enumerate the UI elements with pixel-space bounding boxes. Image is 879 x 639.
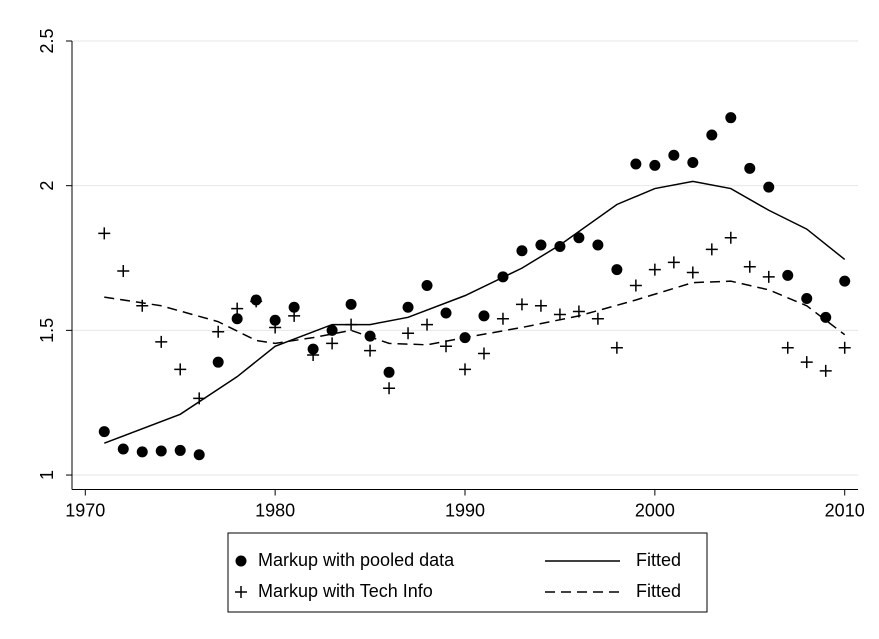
point xyxy=(496,312,509,325)
point xyxy=(155,445,167,457)
point xyxy=(440,307,452,319)
y-tick-label: 2.5 xyxy=(37,28,57,53)
point xyxy=(535,239,547,251)
point xyxy=(610,341,623,354)
y-tick-label: 1 xyxy=(37,470,57,480)
x-tick-label: 2000 xyxy=(635,500,675,520)
x-tick-label: 1990 xyxy=(445,500,485,520)
point xyxy=(98,426,110,438)
point xyxy=(174,444,186,456)
point xyxy=(668,149,680,161)
legend-symbol xyxy=(235,555,247,567)
point xyxy=(440,340,453,353)
point xyxy=(383,382,396,395)
legend-label: Markup with Tech Info xyxy=(258,581,433,601)
point xyxy=(515,298,528,311)
point xyxy=(591,312,604,325)
x-tick-label: 1980 xyxy=(255,500,295,520)
y-tick-label: 2 xyxy=(37,181,57,191)
x-tick-label: 2010 xyxy=(825,500,865,520)
point xyxy=(686,266,699,279)
point xyxy=(592,239,604,251)
legend-box xyxy=(227,532,708,613)
point xyxy=(820,311,832,323)
point xyxy=(288,309,301,322)
point xyxy=(155,335,168,348)
point xyxy=(819,364,832,377)
point xyxy=(687,157,699,169)
legend-label: Fitted xyxy=(636,581,681,601)
point xyxy=(402,327,415,340)
point xyxy=(231,302,244,315)
point xyxy=(364,344,377,357)
point xyxy=(326,337,339,350)
point xyxy=(801,293,813,305)
point xyxy=(193,392,206,405)
point xyxy=(611,264,623,276)
point xyxy=(744,162,756,174)
point xyxy=(345,318,358,331)
point xyxy=(630,158,642,170)
point xyxy=(459,363,471,376)
point xyxy=(193,449,205,461)
point xyxy=(136,299,149,312)
point xyxy=(838,341,851,354)
point xyxy=(212,356,224,368)
point xyxy=(231,313,243,325)
point xyxy=(269,314,281,326)
point xyxy=(288,301,300,313)
point xyxy=(705,243,718,256)
point xyxy=(269,321,282,334)
fit-line xyxy=(104,180,846,444)
point xyxy=(762,270,775,283)
point xyxy=(743,260,756,273)
point xyxy=(421,318,434,331)
point xyxy=(667,256,680,269)
point xyxy=(402,301,414,313)
point xyxy=(307,348,320,361)
point xyxy=(516,245,528,257)
point xyxy=(781,341,794,354)
point xyxy=(174,363,187,376)
x-tick-label: 1970 xyxy=(65,500,105,520)
point xyxy=(477,347,490,360)
point xyxy=(725,112,737,124)
point xyxy=(649,159,661,171)
point xyxy=(383,366,395,378)
point xyxy=(573,232,585,244)
point xyxy=(724,231,737,244)
point xyxy=(706,129,718,141)
y-tick-label: 1.5 xyxy=(37,318,57,343)
point xyxy=(763,181,775,193)
point xyxy=(629,279,642,292)
legend-label: Markup with pooled data xyxy=(258,550,455,570)
point xyxy=(98,227,111,240)
point xyxy=(421,280,433,292)
point xyxy=(345,298,357,310)
point xyxy=(212,325,225,338)
point xyxy=(478,310,490,322)
legend-label: Fitted xyxy=(636,550,681,570)
point xyxy=(250,295,263,308)
point xyxy=(839,275,851,287)
legend-symbol xyxy=(235,586,247,598)
point xyxy=(800,356,813,369)
point xyxy=(117,443,129,455)
point xyxy=(553,308,566,321)
point xyxy=(117,265,130,278)
point xyxy=(136,446,148,458)
fit-line xyxy=(104,280,846,346)
point xyxy=(782,269,794,281)
point xyxy=(326,324,338,336)
point xyxy=(648,263,661,276)
point xyxy=(534,299,547,312)
